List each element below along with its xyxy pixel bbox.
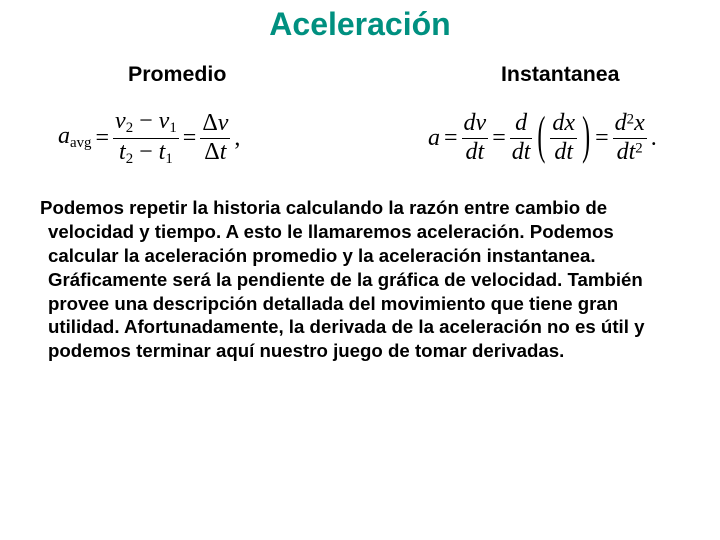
sym-t: t [524,139,531,165]
sym-d: d [552,110,564,136]
sub-1: 1 [165,151,172,167]
sub-avg: avg [70,136,91,152]
heading-instantanea: Instantanea [501,62,620,87]
sym-v1: v [159,108,170,134]
body-line: Podemos repetir la historia calculando l… [40,197,607,218]
delta: Δ [202,110,217,136]
body-paragraph: Podemos repetir la historia calculando l… [40,196,680,363]
heading-promedio: Promedio [128,62,226,87]
sub-1: 1 [169,120,176,136]
frac-d2x-dt2: d2x dt2 [613,111,647,164]
sub-2: 2 [126,120,133,136]
trailing-period: . [651,125,657,152]
sym-d: d [466,139,478,165]
equals-3: = [595,125,609,152]
minus: − [133,108,159,134]
sym-d: d [617,139,629,165]
frac-deltaV-deltat-expanded: v2 − v1 t2 − t1 [113,109,179,168]
equals-1: = [95,125,109,152]
body-line: provee una descripción detallada del mov… [48,292,680,316]
sym-d: d [554,139,566,165]
sym-a-avg: a [58,123,70,149]
sym-a: a [428,125,440,152]
sym-d: d [615,110,627,136]
frac-dx-dt-inner: dx dt [550,111,577,164]
sup-2: 2 [635,140,642,156]
body-line: velocidad y tiempo. A esto le llamaremos… [48,220,680,244]
minus: − [133,139,159,165]
equals-2: = [183,125,197,152]
sym-x: x [634,110,645,136]
frac-dv-dt: dv dt [462,111,489,164]
frac-deltaV-deltat: Δv Δt [200,111,230,164]
sym-v2: v [115,108,126,134]
sym-v: v [218,110,229,136]
trailing-comma: , [234,125,240,152]
body-line: Gráficamente será la pendiente de la grá… [48,268,680,292]
slide-title: Aceleración [0,6,720,43]
sym-t: t [478,139,485,165]
sym-d: d [464,110,476,136]
equals-1: = [444,125,458,152]
body-line: calcular la aceleración promedio y la ac… [48,244,680,268]
frac-d-dt: d dt [510,111,533,164]
sup-2: 2 [627,112,634,128]
sym-t: t [566,139,573,165]
sym-v: v [476,110,487,136]
sym-t2: t [119,139,126,165]
sub-2: 2 [126,151,133,167]
sym-x: x [564,110,575,136]
equals-2: = [492,125,506,152]
equation-average-acceleration: aavg = v2 − v1 t2 − t1 = Δv Δt , [58,110,298,166]
body-line: utilidad. Afortunadamente, la derivada d… [48,315,680,339]
delta: Δ [204,139,219,165]
sym-t: t [220,139,227,165]
equation-instantaneous-acceleration: a = dv dt = d dt ( dx dt ) = d2x dt2 . [428,110,688,166]
sym-d: d [515,110,527,136]
body-line: podemos terminar aquí nuestro juego de t… [48,339,680,363]
sym-d: d [512,139,524,165]
